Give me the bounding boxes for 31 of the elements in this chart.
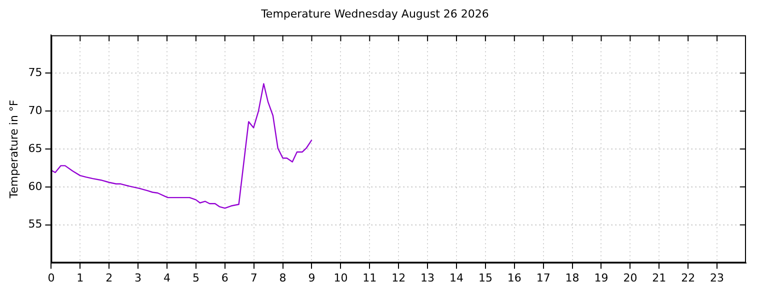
y-tick-label: 70 [28,104,42,117]
x-tick-label: 12 [392,271,406,284]
x-tick-label: 2 [106,271,113,284]
x-tick-label: 19 [594,271,608,284]
y-axis-title: Temperature in °F [7,100,20,200]
x-tick-label: 10 [334,271,348,284]
x-tick-label: 20 [623,271,638,284]
chart-title: Temperature Wednesday August 26 2026 [260,7,489,20]
x-tick-label: 3 [134,271,142,284]
y-tick-label: 75 [28,66,42,79]
x-tick-label: 15 [478,271,492,284]
x-tick-label: 1 [76,271,84,284]
x-tick-label: 21 [652,271,666,284]
x-tick-label: 0 [48,271,55,284]
x-tick-label: 17 [536,271,550,284]
x-tick-label: 14 [450,271,464,284]
x-tick-label: 6 [221,271,228,284]
x-tick-label: 23 [710,271,724,284]
y-tick-label: 60 [28,180,42,193]
x-tick-label: 13 [420,271,435,284]
x-tick-label: 22 [681,271,696,284]
x-tick-label: 16 [507,271,522,284]
x-tick-label: 4 [164,271,170,284]
x-tick-label: 5 [192,271,200,284]
y-tick-label: 65 [28,142,42,155]
x-tick-label: 8 [279,271,286,284]
x-tick-label: 7 [250,271,258,284]
x-tick-label: 9 [308,271,316,284]
x-tick-label: 11 [362,271,377,284]
y-tick-label: 55 [28,218,42,231]
x-tick-label: 18 [565,271,580,284]
